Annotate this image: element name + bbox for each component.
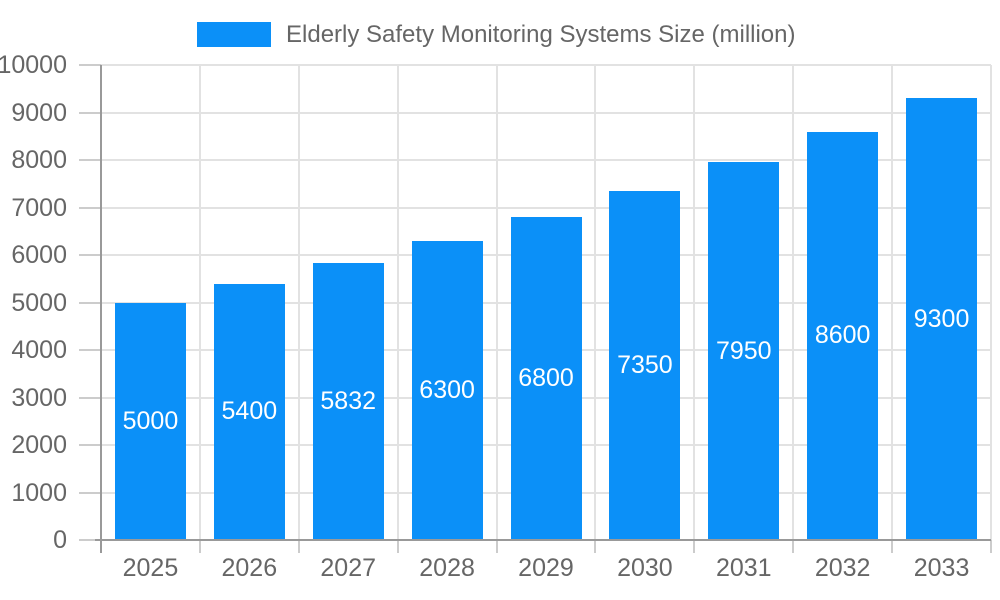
x-axis-tick xyxy=(792,540,795,553)
x-axis-tick xyxy=(891,540,894,553)
bar-value-label: 5832 xyxy=(320,386,377,415)
x-axis-tick-label: 2032 xyxy=(814,554,871,582)
bar-value-label: 6300 xyxy=(419,375,475,404)
x-axis-tick-label: 2030 xyxy=(617,554,673,582)
bar-2028[interactable]: 6300 xyxy=(411,240,483,540)
y-axis-tick-label: 10000 xyxy=(0,51,67,79)
bar-value-label: 7350 xyxy=(617,350,673,379)
y-axis-tick-label: 3000 xyxy=(11,383,67,412)
y-axis-tick xyxy=(79,396,101,399)
x-gridline xyxy=(693,65,696,540)
legend-label: Elderly Safety Monitoring Systems Size (… xyxy=(286,20,796,48)
x-gridline xyxy=(495,65,498,540)
bar-2025[interactable]: 5000 xyxy=(114,302,186,540)
y-axis-tick xyxy=(79,444,101,446)
y-axis-tick xyxy=(79,206,101,209)
y-axis-tick-label: 0 xyxy=(53,526,67,554)
bar-2030[interactable]: 7350 xyxy=(609,190,681,540)
y-gridline xyxy=(101,111,991,114)
y-axis-tick xyxy=(79,539,101,541)
y-axis-tick xyxy=(79,159,101,161)
bar-2027[interactable]: 5832 xyxy=(312,262,384,540)
legend-swatch xyxy=(197,22,271,47)
bar-value-label: 9300 xyxy=(913,304,970,333)
y-axis-tick xyxy=(79,301,101,304)
bar-value-label: 7950 xyxy=(715,336,772,365)
y-axis-tick-label: 9000 xyxy=(11,98,67,127)
y-axis-tick-label: 4000 xyxy=(11,336,67,364)
x-gridline xyxy=(297,65,300,540)
plot-area: 0 1000 2000 3000 4000 5000 6000 7000 8000 9000 100… xyxy=(0,51,992,582)
x-axis-tick xyxy=(594,540,597,553)
x-axis-tick-label: 2029 xyxy=(518,554,574,582)
bar-2032[interactable]: 8600 xyxy=(807,131,879,540)
y-axis-tick-label: 2000 xyxy=(11,431,67,459)
x-axis-tick xyxy=(396,540,399,553)
y-axis-tick-label: 1000 xyxy=(11,478,67,507)
y-axis-tick-label: 8000 xyxy=(11,146,67,174)
y-axis-tick xyxy=(79,64,101,66)
x-axis-tick-label: 2026 xyxy=(221,554,278,582)
x-gridline xyxy=(891,65,894,540)
y-axis-tick-label: 6000 xyxy=(11,241,67,269)
y-axis-tick-label: 7000 xyxy=(11,193,67,222)
y-axis-tick xyxy=(79,254,101,256)
y-gridline xyxy=(101,64,991,66)
x-axis-tick-label: 2031 xyxy=(715,554,772,582)
bar-value-label: 5400 xyxy=(221,397,278,426)
y-gridline xyxy=(101,159,991,161)
y-axis-tick xyxy=(79,349,101,351)
bar-2031[interactable]: 7950 xyxy=(708,162,780,540)
x-axis-tick xyxy=(693,540,696,553)
y-axis-tick-label: 5000 xyxy=(11,288,67,317)
y-axis-tick xyxy=(79,111,101,114)
x-axis-tick xyxy=(495,540,498,553)
x-axis-tick xyxy=(198,540,201,553)
bar-2029[interactable]: 6800 xyxy=(510,217,582,540)
x-axis-tick-label: 2027 xyxy=(320,554,377,582)
x-axis-tick-label: 2025 xyxy=(122,554,179,582)
legend-item[interactable]: Elderly Safety Monitoring Systems Size (… xyxy=(197,20,796,48)
bar-value-label: 6800 xyxy=(518,364,574,392)
bar-value-label: 8600 xyxy=(814,321,871,350)
x-axis-line xyxy=(95,539,991,541)
x-gridline xyxy=(198,65,201,540)
bar-2026[interactable]: 5400 xyxy=(213,283,285,540)
bar-2033[interactable]: 9300 xyxy=(906,98,978,540)
bar-value-label: 5000 xyxy=(122,406,179,435)
x-gridline xyxy=(990,65,992,540)
y-axis-tick xyxy=(79,491,101,494)
y-axis-line xyxy=(100,65,102,553)
x-gridline xyxy=(792,65,795,540)
x-gridline xyxy=(594,65,597,540)
x-gridline xyxy=(396,65,399,540)
y-gridline xyxy=(101,206,991,209)
x-axis-tick xyxy=(990,540,992,553)
x-axis-tick-label: 2033 xyxy=(913,554,970,582)
x-axis-tick xyxy=(297,540,300,553)
x-axis-tick-label: 2028 xyxy=(419,554,475,582)
